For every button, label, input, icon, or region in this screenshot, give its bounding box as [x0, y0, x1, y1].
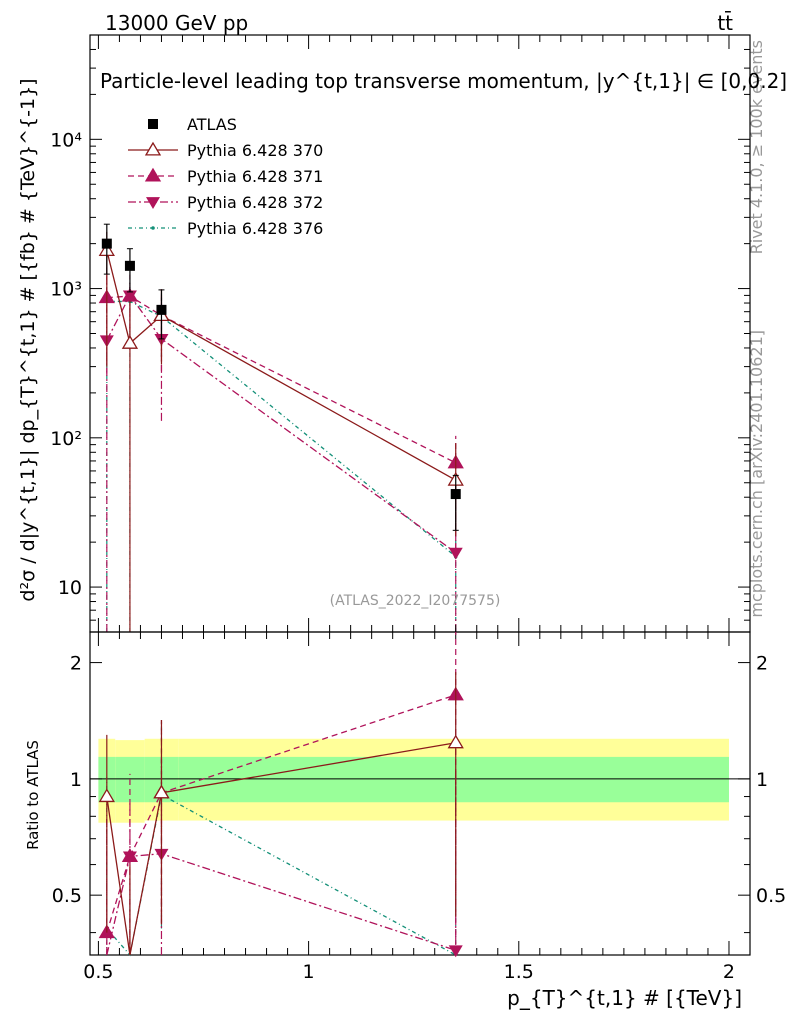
- ratio-y-tick-label: 0.5: [756, 885, 786, 907]
- legend-entry: Pythia 6.428 371: [128, 167, 323, 186]
- legend-label: Pythia 6.428 371: [187, 167, 323, 186]
- series-pythia-6-428-370: [98, 231, 464, 632]
- ratio-y-tick-label: 2: [756, 653, 768, 675]
- ratio-y-tick-label: 1: [70, 769, 82, 791]
- legend-marker: [144, 141, 162, 156]
- ratio-point: [121, 848, 139, 862]
- legend-entry: Pythia 6.428 376: [128, 219, 323, 238]
- x-axis-label: p_{T}^{t,1} # [{TeV}]: [507, 986, 742, 1010]
- y-tick-label: 10: [58, 577, 82, 599]
- rivet-label: Rivet 4.1.0, ≥ 100k events: [747, 40, 766, 254]
- data-point: [101, 238, 112, 249]
- legend-label: Pythia 6.428 376: [187, 219, 323, 238]
- legend-label: ATLAS: [187, 115, 237, 134]
- x-tick-label: 2: [723, 961, 735, 983]
- ratio-y-tick-label: 0.5: [52, 885, 82, 907]
- series-line: [106, 250, 457, 481]
- watermark: (ATLAS_2022_I2077575): [330, 593, 501, 609]
- y-tick-label: 10⁴: [50, 129, 82, 151]
- legend-marker: [144, 167, 162, 182]
- data-point: [121, 334, 139, 349]
- legend-entry: Pythia 6.428 372: [128, 193, 323, 212]
- ratio-y-tick-label: 2: [70, 653, 82, 675]
- ratio-line: [106, 694, 456, 933]
- y-axis-label: d²σ / d|y^{t,1}| dp_{T}^{t,1} # [{fb} # …: [17, 78, 39, 601]
- x-tick-label: 1.5: [504, 961, 534, 983]
- ratio-y-axis-label: Ratio to ATLAS: [24, 740, 42, 850]
- legend-entry: ATLAS: [148, 115, 237, 134]
- series-atlas: [101, 223, 461, 531]
- ratio-frame: [89, 631, 751, 956]
- ratio-y-tick-label: 1: [756, 769, 768, 791]
- legend-entry: Pythia 6.428 370: [128, 141, 323, 160]
- header-process: tt̄: [717, 10, 733, 35]
- data-point: [450, 489, 461, 500]
- series-line: [106, 294, 457, 554]
- y-tick-label: 10³: [50, 279, 82, 301]
- x-tick-label: 1: [303, 961, 315, 983]
- ratio-point: [153, 784, 170, 799]
- ratio-line: [106, 853, 456, 956]
- data-point: [124, 260, 135, 271]
- legend-marker: [151, 226, 155, 230]
- ratio-panel: 0.5 1 1.5 2 0.5 0.5 1 1 2 2: [52, 618, 786, 983]
- series-pythia-6-428-371: [98, 263, 464, 549]
- legend-marker: [146, 197, 160, 209]
- data-point: [156, 304, 167, 315]
- series-line: [106, 295, 457, 464]
- series-line: [106, 300, 457, 558]
- data-point: [448, 547, 463, 560]
- legend-label: Pythia 6.428 372: [187, 193, 323, 212]
- ratio-point: [447, 734, 464, 749]
- legend: ATLAS Pythia 6.428 370 Pythia 6.428 371 Pyt…: [128, 115, 323, 238]
- ratio-line: [106, 793, 457, 957]
- legend-label: Pythia 6.428 370: [187, 141, 323, 160]
- legend-marker: [148, 119, 158, 129]
- series-pythia-6-428-372: [99, 269, 463, 632]
- header-energy: 13000 GeV pp: [105, 11, 248, 35]
- ratio-series-pythia-6-428-370: [98, 672, 464, 956]
- x-tick-label: 0.5: [83, 961, 113, 983]
- ratio-point: [98, 788, 115, 803]
- chart-title: Particle-level leading top transverse mo…: [100, 69, 786, 93]
- ratio-line: [106, 742, 456, 956]
- ratio-band-inner: [178, 756, 729, 803]
- mcplots-label: mcplots.cern.ch [arXiv:2401.10621]: [747, 330, 766, 618]
- y-tick-label: 10²: [50, 428, 82, 450]
